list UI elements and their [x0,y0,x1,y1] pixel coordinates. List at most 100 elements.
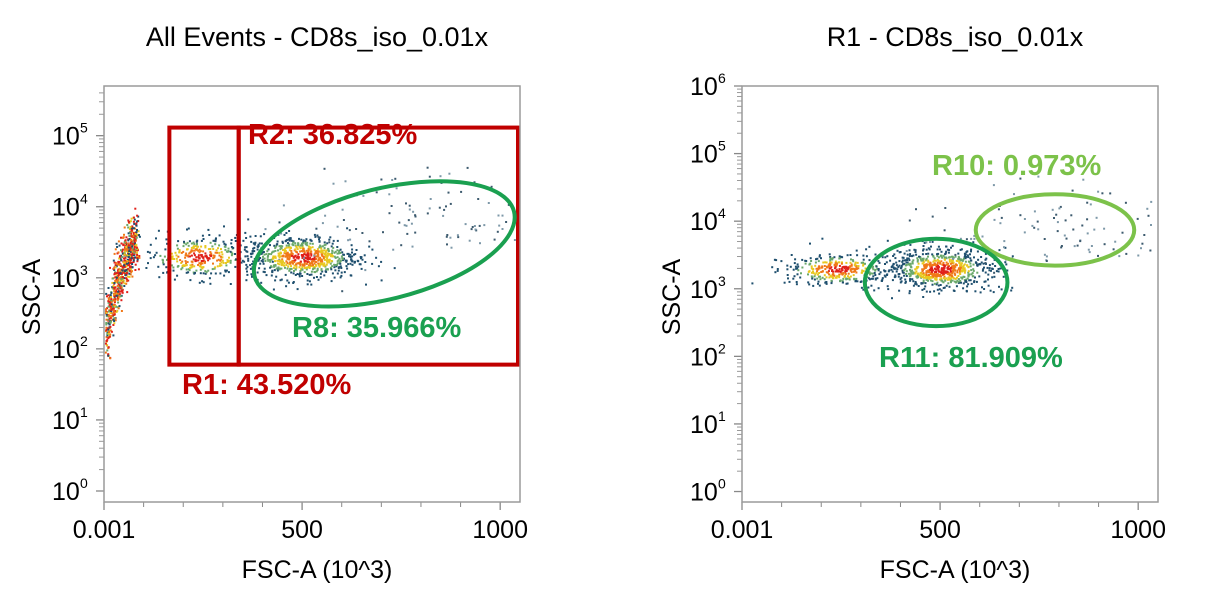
event-dot [776,269,779,272]
event-dot [890,268,893,271]
event-dot [786,264,789,267]
event-dot [250,255,253,258]
event-dot [1150,224,1152,226]
event-dot [128,228,131,230]
event-dot [218,254,221,257]
event-dot [903,269,906,272]
event-dot [400,244,403,247]
event-dot [359,263,362,266]
event-dot [129,234,131,237]
event-dot [120,249,122,252]
event-dot [912,254,915,257]
event-dot [128,268,131,271]
event-dot [132,254,135,257]
event-dot [197,254,200,257]
event-dot [137,220,140,222]
event-dot [927,276,930,279]
event-dot [283,249,286,252]
event-dot [216,251,219,254]
event-dot [925,253,928,255]
event-dot [113,287,116,290]
event-dot [154,254,157,257]
event-dot [226,261,229,263]
event-dot [317,278,320,281]
event-dot [832,274,835,277]
event-dot [988,267,991,270]
plot-frame [103,85,521,503]
event-dot [190,266,193,269]
event-dot [985,257,988,260]
event-dot [1088,251,1091,254]
event-dot [308,273,311,276]
event-dot [283,250,286,253]
event-dot [229,250,232,253]
event-dot [963,255,966,258]
event-dot [254,235,257,237]
event-dot [891,264,894,267]
event-dot [821,265,824,268]
event-dot [924,267,927,269]
gate-label-r10: R10: 0.973% [932,150,1101,182]
event-dot [304,241,307,244]
event-dot [339,262,342,265]
event-dot [821,270,824,273]
event-dot [983,288,986,290]
event-dot [921,282,924,285]
event-dot [210,272,213,275]
event-dot [116,246,119,248]
event-dot [341,290,344,293]
event-dot [135,246,138,249]
event-dot [830,266,833,269]
event-dot [940,289,943,292]
event-dot [117,286,120,289]
event-dot [259,262,262,265]
event-dot [290,252,293,255]
event-dot [334,250,337,253]
event-dot [339,248,342,251]
event-dot [315,264,318,267]
event-dot [183,240,185,243]
event-dot [845,278,848,281]
event-dot [885,261,888,264]
event-dot [829,267,832,270]
event-dot [105,340,108,342]
event-dot [281,240,284,243]
y-tick-exponent: 1 [718,408,726,424]
event-dot [979,291,982,294]
event-dot [911,278,914,281]
event-dot [290,249,293,252]
event-dot [856,261,859,264]
event-dot [227,259,230,262]
event-dot [792,277,795,280]
event-dot [934,271,936,274]
event-dot [871,266,874,269]
event-dot [134,248,136,251]
event-dot [1103,227,1106,230]
event-dot [922,261,925,264]
event-dot [137,248,139,251]
event-dot [908,255,911,257]
event-dot [224,269,227,272]
event-dot [490,185,493,188]
event-dot [129,231,132,234]
event-dot [965,278,968,281]
event-dot [937,273,939,276]
event-dot [272,264,275,267]
event-dot [949,267,952,270]
event-dot [317,262,320,265]
event-dot [208,234,211,236]
event-dot [496,230,499,233]
event-dot [969,265,972,268]
event-dot [130,229,133,232]
event-dot [117,269,120,272]
event-dot [264,260,267,262]
event-dot [967,271,970,274]
event-dot [871,272,874,275]
event-dot [796,263,799,266]
event-dot [326,268,329,271]
event-dot [829,274,832,277]
event-dot [959,258,962,261]
event-dot [849,261,852,264]
event-dot [947,265,950,268]
event-dot [1011,286,1014,289]
